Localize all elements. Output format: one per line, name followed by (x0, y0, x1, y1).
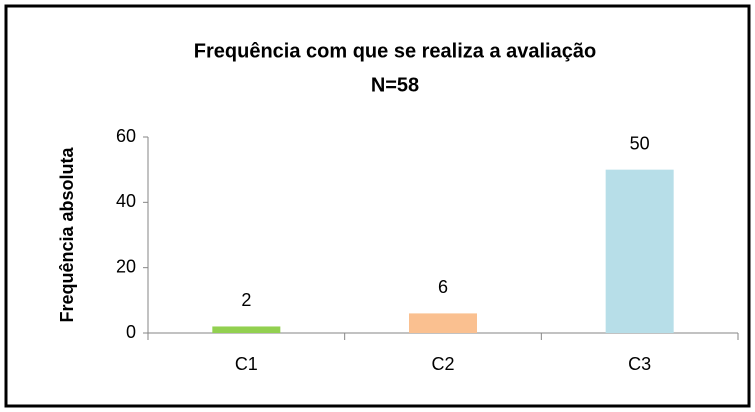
y-tick-label: 20 (116, 256, 136, 276)
y-tick-label: 60 (116, 126, 136, 146)
chart-subtitle: N=58 (371, 74, 419, 96)
x-tick-label: C1 (235, 354, 258, 374)
y-axis-label: Frequência absoluta (57, 146, 77, 322)
y-tick-label: 40 (116, 191, 136, 211)
x-tick-label: C2 (431, 354, 454, 374)
bar (409, 313, 477, 333)
data-label: 50 (630, 133, 650, 153)
data-label: 6 (438, 277, 448, 297)
bar (212, 326, 281, 333)
y-tick-label: 0 (126, 322, 136, 342)
x-tick-label: C3 (628, 354, 651, 374)
data-label: 2 (241, 290, 251, 310)
bar (605, 169, 674, 333)
chart-title: Frequência com que se realiza a avaliaçã… (194, 40, 596, 62)
